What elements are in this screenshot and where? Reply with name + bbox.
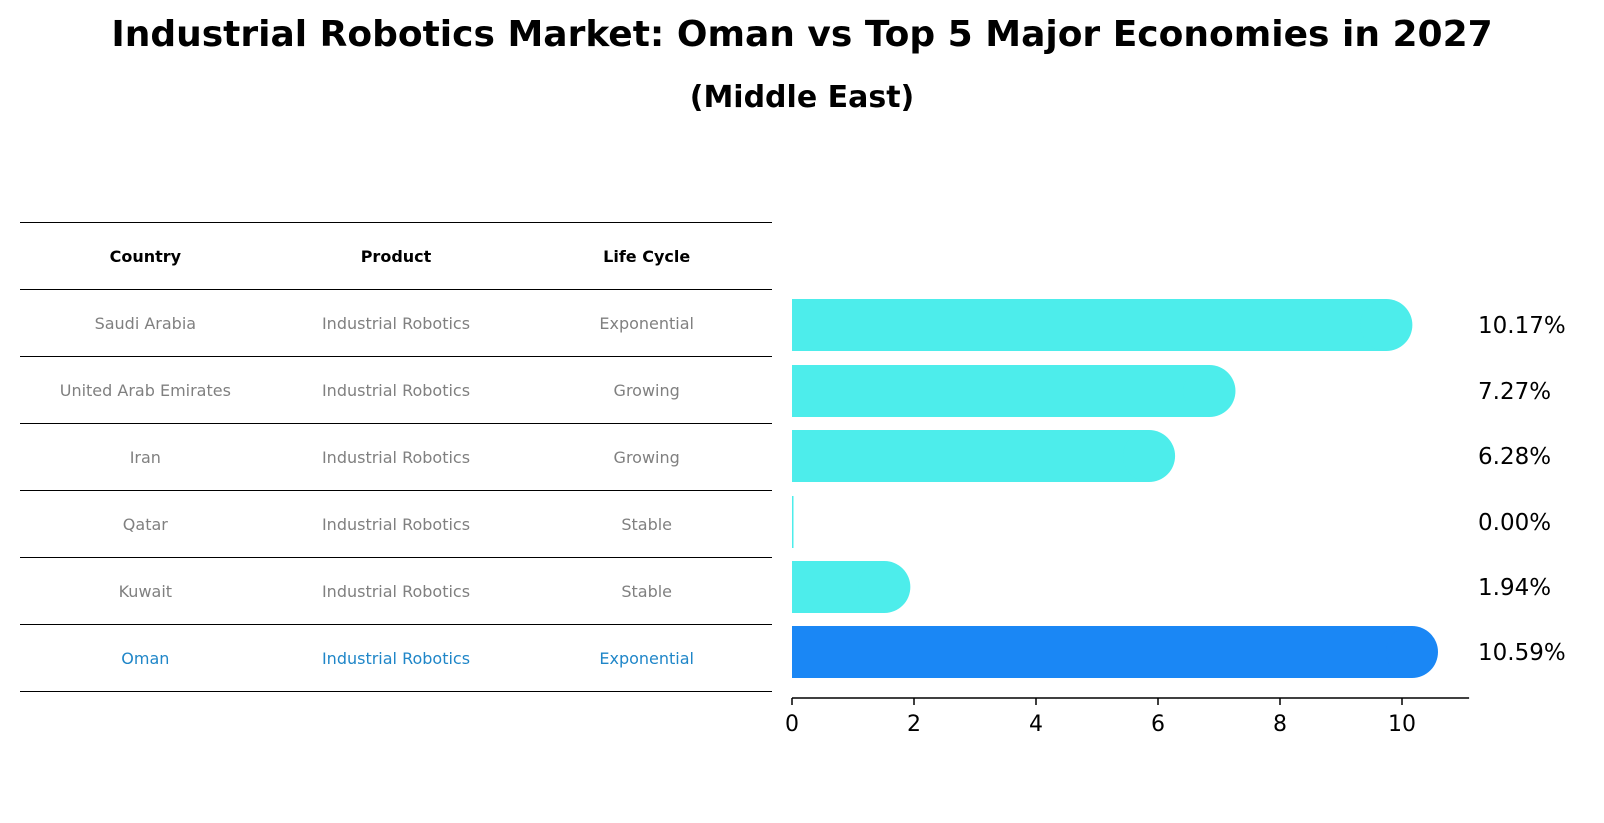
value-label: 7.27% [1478,379,1551,405]
table-row: Qatar Industrial Robotics Stable [20,490,772,557]
cell-life-cycle: Stable [621,514,673,534]
cell-product: Industrial Robotics [321,648,471,668]
chart-title: Industrial Robotics Market: Oman vs Top … [111,14,1493,55]
cell-product: Industrial Robotics [321,447,471,467]
header-country: Country [109,246,182,266]
header-life-cycle: Life Cycle [603,246,691,266]
header-product: Product [360,246,432,266]
cell-life-cycle: Exponential [599,648,694,668]
cell-product: Industrial Robotics [321,313,471,333]
cell-life-cycle: Growing [613,380,680,400]
cell-country: Saudi Arabia [94,313,197,333]
cell-product: Industrial Robotics [321,581,471,601]
cell-country: Oman [121,648,170,668]
x-tick-label: 4 [1029,712,1043,737]
table-row: Iran Industrial Robotics Growing [20,423,772,490]
cell-product: Industrial Robotics [321,380,471,400]
table-header-row: Country Product Life Cycle [20,222,772,289]
country-table: Country Product Life Cycle Saudi Arabia … [20,222,772,692]
cell-country: Iran [129,447,161,467]
value-label: 0.00% [1478,510,1551,536]
table-row: Kuwait Industrial Robotics Stable [20,557,772,624]
table-row-highlight: Oman Industrial Robotics Exponential [20,624,772,692]
cell-life-cycle: Stable [621,581,673,601]
x-tick-label: 6 [1151,712,1165,737]
x-tick-label: 0 [785,712,799,737]
cell-product: Industrial Robotics [321,514,471,534]
cell-country: Qatar [122,514,168,534]
bar [792,365,1236,417]
table-row: Saudi Arabia Industrial Robotics Exponen… [20,289,772,356]
cell-country: United Arab Emirates [59,380,231,400]
value-label: 10.17% [1478,313,1566,339]
value-label: 1.94% [1478,575,1551,601]
cell-life-cycle: Exponential [599,313,694,333]
value-label: 10.59% [1478,640,1566,666]
cell-country: Kuwait [118,581,173,601]
value-label: 6.28% [1478,444,1551,470]
bar [792,561,911,613]
x-tick-label: 10 [1388,712,1416,737]
x-tick-label: 2 [907,712,921,737]
bar [792,496,794,548]
chart-subtitle: (Middle East) [689,80,915,115]
cell-life-cycle: Growing [613,447,680,467]
bar [792,626,1438,678]
bar [792,299,1413,351]
table-row: United Arab Emirates Industrial Robotics… [20,356,772,423]
bar [792,430,1176,482]
x-tick-label: 8 [1273,712,1287,737]
